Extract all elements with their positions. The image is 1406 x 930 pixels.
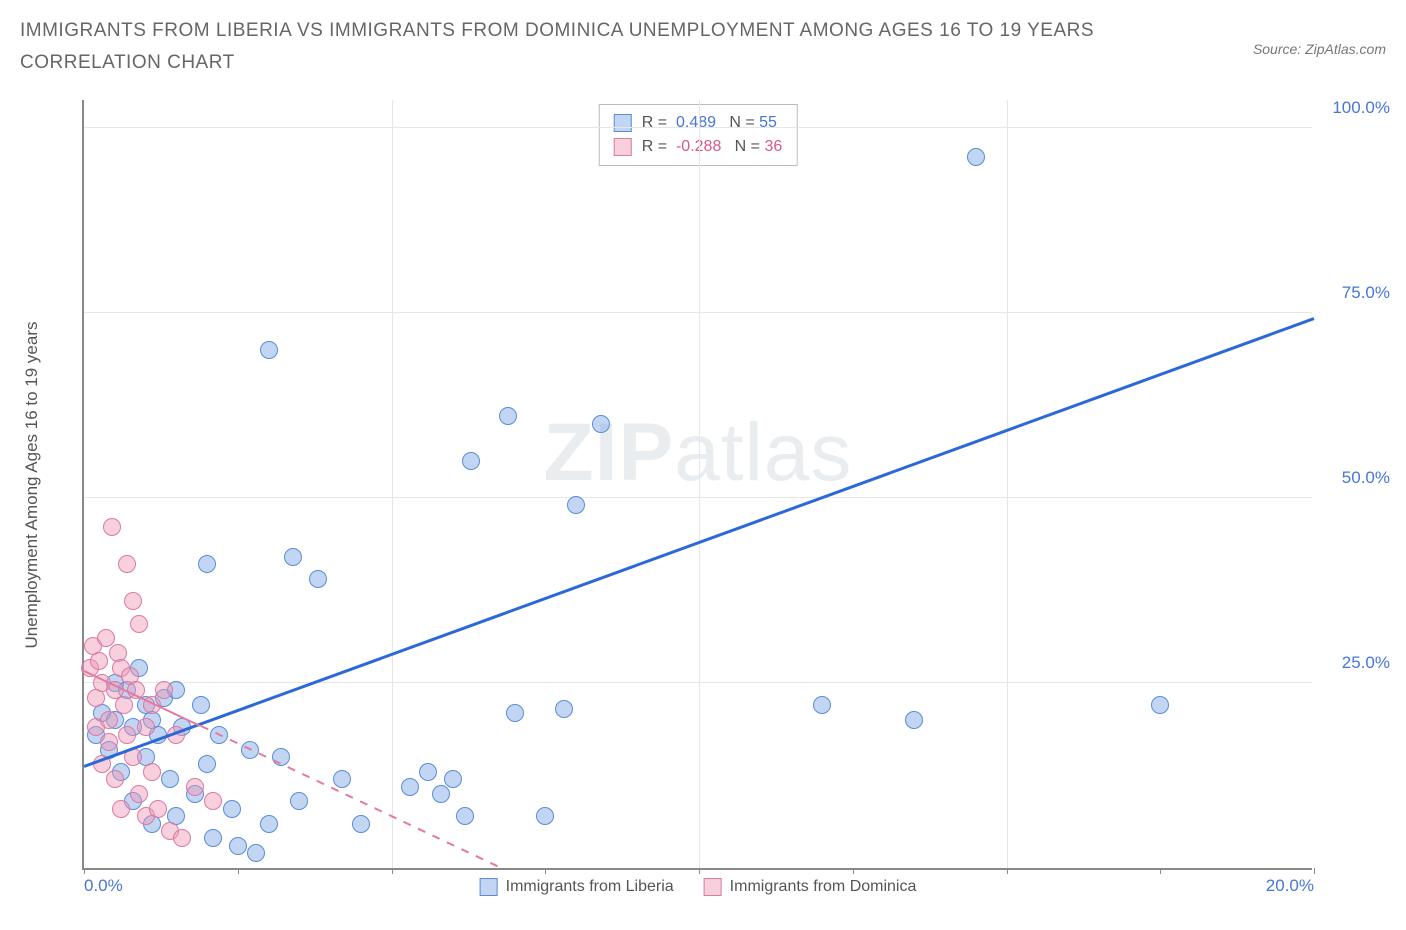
scatter-point-liberia — [567, 496, 585, 514]
chart-area: Unemployment Among Ages 16 to 19 years Z… — [62, 100, 1382, 870]
scatter-point-dominica — [186, 778, 204, 796]
scatter-point-liberia — [1151, 696, 1169, 714]
scatter-point-liberia — [290, 792, 308, 810]
x-tick-mark — [699, 868, 700, 874]
scatter-point-dominica — [115, 696, 133, 714]
scatter-point-liberia — [260, 341, 278, 359]
scatter-point-dominica — [149, 800, 167, 818]
legend-series-item: Immigrants from Liberia — [480, 878, 674, 896]
scatter-point-liberia — [198, 555, 216, 573]
scatter-point-liberia — [284, 548, 302, 566]
x-tick-mark — [545, 868, 546, 874]
y-tick-label: 75.0% — [1320, 283, 1390, 303]
x-tick-mark — [853, 868, 854, 874]
legend-stats-row: R = 0.489 N = 55 — [614, 111, 783, 135]
scatter-point-liberia — [905, 711, 923, 729]
y-tick-label: 100.0% — [1320, 98, 1390, 118]
scatter-point-liberia — [462, 452, 480, 470]
legend-stats-row: R = -0.288 N = 36 — [614, 135, 783, 159]
scatter-point-dominica — [106, 770, 124, 788]
x-tick-label: 20.0% — [1266, 876, 1314, 896]
scatter-point-dominica — [137, 718, 155, 736]
legend-series: Immigrants from Liberia Immigrants from D… — [480, 878, 917, 896]
scatter-point-liberia — [432, 785, 450, 803]
scatter-point-liberia — [967, 148, 985, 166]
gridline-v — [1007, 100, 1008, 868]
x-tick-mark — [1007, 868, 1008, 874]
legend-series-label: Immigrants from Liberia — [506, 878, 674, 896]
scatter-point-liberia — [555, 700, 573, 718]
source-attribution: Source: ZipAtlas.com — [1253, 41, 1386, 57]
scatter-point-dominica — [100, 711, 118, 729]
scatter-point-liberia — [813, 696, 831, 714]
watermark: ZIPatlas — [544, 406, 853, 500]
scatter-point-liberia — [536, 807, 554, 825]
scatter-point-dominica — [118, 555, 136, 573]
scatter-point-dominica — [143, 763, 161, 781]
legend-stats: R = 0.489 N = 55R = -0.288 N = 36 — [599, 104, 798, 166]
x-tick-mark — [1160, 868, 1161, 874]
scatter-point-liberia — [309, 570, 327, 588]
scatter-point-liberia — [499, 407, 517, 425]
legend-stats-text: R = -0.288 N = 36 — [642, 135, 783, 159]
scatter-point-liberia — [260, 815, 278, 833]
legend-swatch — [704, 878, 722, 896]
scatter-point-liberia — [352, 815, 370, 833]
legend-series-label: Immigrants from Dominica — [730, 878, 917, 896]
scatter-point-liberia — [198, 755, 216, 773]
scatter-point-dominica — [124, 592, 142, 610]
gridline-v — [699, 100, 700, 868]
gridline-h — [84, 127, 1312, 128]
scatter-point-liberia — [192, 696, 210, 714]
scatter-point-dominica — [130, 785, 148, 803]
scatter-point-dominica — [103, 518, 121, 536]
scatter-point-dominica — [112, 800, 130, 818]
plot-region: ZIPatlas R = 0.489 N = 55R = -0.288 N = … — [82, 100, 1312, 870]
scatter-point-liberia — [204, 829, 222, 847]
scatter-point-liberia — [506, 704, 524, 722]
gridline-h — [84, 682, 1312, 683]
scatter-point-liberia — [161, 770, 179, 788]
scatter-point-dominica — [118, 726, 136, 744]
scatter-point-dominica — [155, 681, 173, 699]
scatter-point-liberia — [419, 763, 437, 781]
scatter-point-dominica — [173, 829, 191, 847]
legend-swatch — [480, 878, 498, 896]
y-tick-label: 50.0% — [1320, 468, 1390, 488]
legend-swatch — [614, 114, 632, 132]
legend-series-item: Immigrants from Dominica — [704, 878, 917, 896]
legend-stats-text: R = 0.489 N = 55 — [642, 111, 777, 135]
scatter-point-liberia — [456, 807, 474, 825]
scatter-point-liberia — [229, 837, 247, 855]
x-tick-mark — [1314, 868, 1315, 874]
x-tick-label: 0.0% — [84, 876, 123, 896]
y-axis-label: Unemployment Among Ages 16 to 19 years — [22, 322, 42, 649]
x-tick-mark — [392, 868, 393, 874]
chart-title: IMMIGRANTS FROM LIBERIA VS IMMIGRANTS FR… — [20, 15, 1120, 80]
x-tick-mark — [84, 868, 85, 874]
gridline-h — [84, 497, 1312, 498]
scatter-point-dominica — [130, 615, 148, 633]
scatter-point-liberia — [592, 415, 610, 433]
x-tick-mark — [238, 868, 239, 874]
scatter-point-liberia — [401, 778, 419, 796]
gridline-h — [84, 312, 1312, 313]
scatter-point-liberia — [444, 770, 462, 788]
scatter-point-liberia — [333, 770, 351, 788]
legend-swatch — [614, 138, 632, 156]
scatter-point-dominica — [204, 792, 222, 810]
scatter-point-dominica — [100, 733, 118, 751]
scatter-point-dominica — [90, 652, 108, 670]
scatter-point-dominica — [97, 629, 115, 647]
scatter-point-liberia — [247, 844, 265, 862]
y-tick-label: 25.0% — [1320, 653, 1390, 673]
gridline-v — [392, 100, 393, 868]
scatter-point-liberia — [223, 800, 241, 818]
